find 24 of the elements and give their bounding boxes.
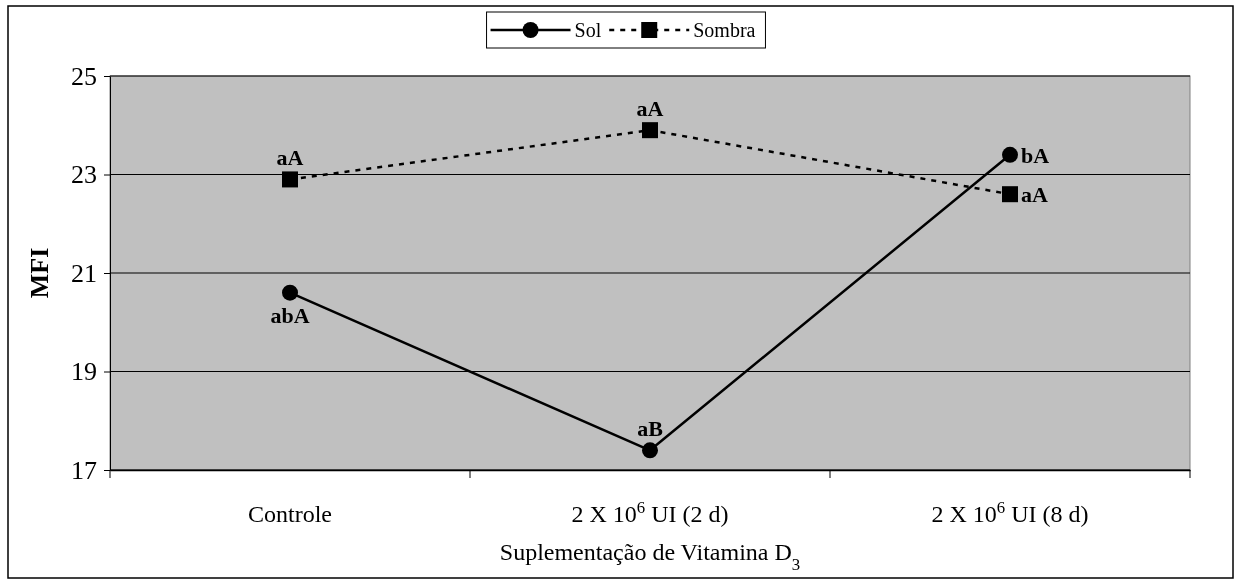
point (1002, 146, 1018, 163)
point (642, 442, 658, 459)
annotation: abA (270, 302, 310, 328)
point (1002, 186, 1018, 203)
y-tick-label: 23 (71, 160, 97, 190)
annotation: aA (636, 96, 664, 122)
x-axis-title: Suplementação de Vitamina D$_{3}$ (499, 539, 801, 574)
annotation: aB (637, 416, 664, 442)
legend-label: Sombra (693, 19, 756, 41)
legend-label: Sol (574, 19, 602, 41)
y-tick-label: 21 (71, 258, 97, 288)
annotation: bA (1021, 142, 1050, 168)
point (282, 284, 298, 301)
point (282, 171, 298, 188)
x-tick-label: 2 X 10$^{6}$ UI (8 d) (931, 497, 1089, 527)
y-tick-label: 25 (71, 61, 97, 91)
y-axis-title: MFI (25, 247, 54, 299)
x-tick-label: Controle (248, 501, 332, 527)
annotation: aA (276, 145, 304, 171)
annotation: aA (1021, 182, 1048, 208)
x-tick-label: 2 X 10$^{6}$ UI (2 d) (571, 497, 729, 527)
y-tick-label: 19 (71, 357, 97, 387)
y-tick-label: 17 (71, 455, 97, 485)
point (642, 122, 658, 139)
